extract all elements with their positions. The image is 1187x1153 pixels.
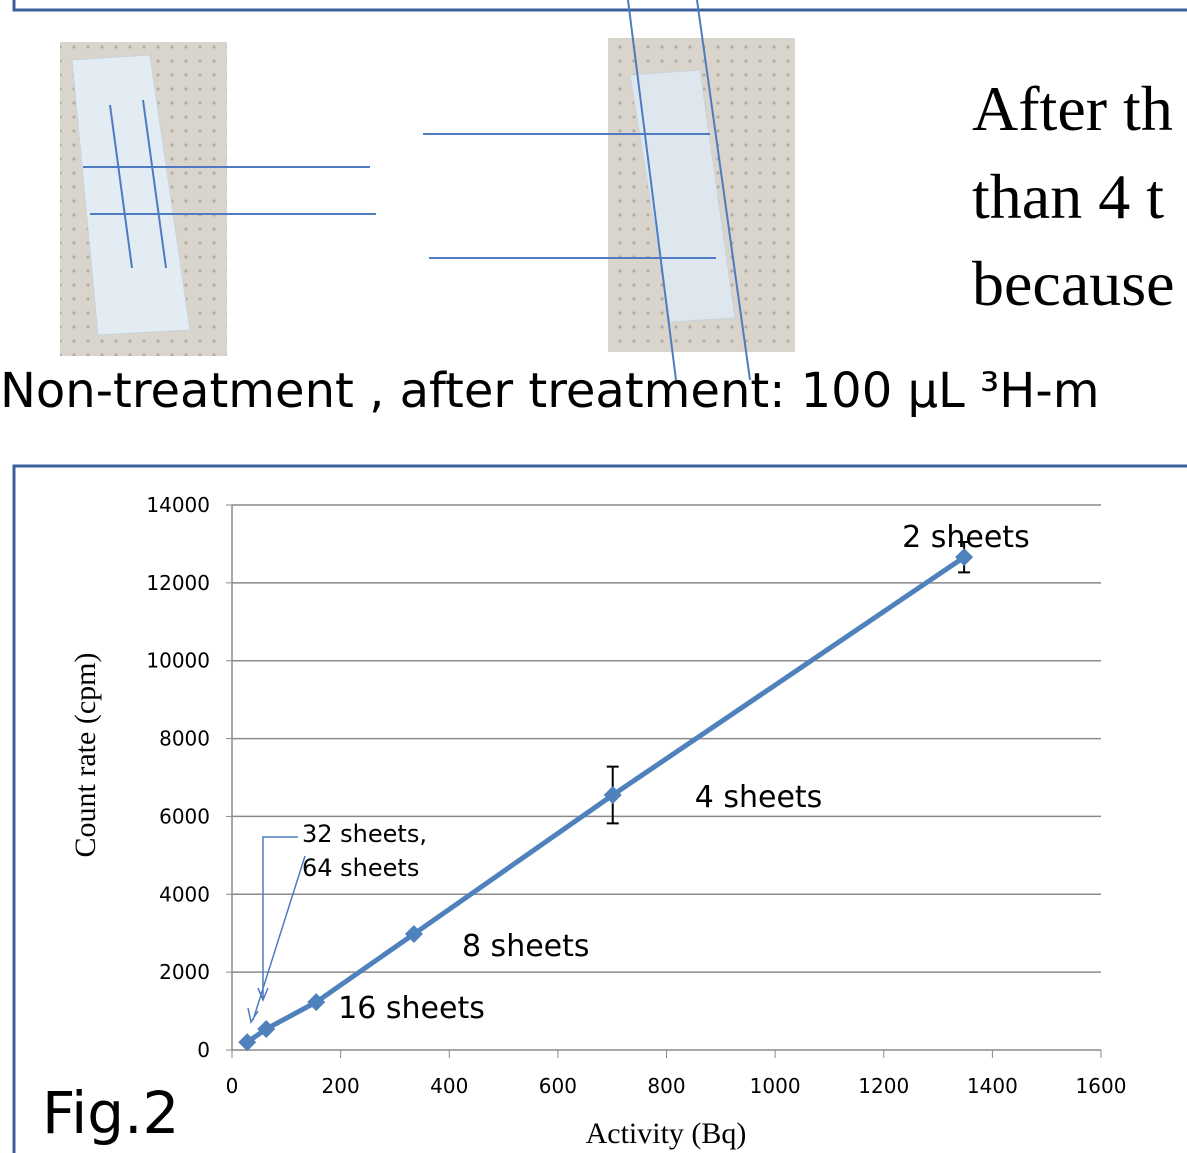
y-axis-title: Count rate (cpm) bbox=[69, 653, 102, 858]
point-label: 2 sheets bbox=[902, 520, 1030, 555]
side-text: because bbox=[972, 248, 1175, 319]
figure-label: Fig.2 bbox=[42, 1079, 179, 1147]
y-tick-label: 12000 bbox=[146, 571, 210, 595]
x-tick-label: 600 bbox=[539, 1074, 577, 1098]
x-tick-label: 400 bbox=[430, 1074, 468, 1098]
point-label: 4 sheets bbox=[695, 780, 823, 815]
x-tick-label: 1200 bbox=[858, 1074, 909, 1098]
pointer-lines bbox=[83, 0, 751, 381]
data-line bbox=[245, 555, 966, 1045]
y-tick-label: 2000 bbox=[159, 960, 210, 984]
annotation: 64 sheets bbox=[302, 854, 419, 882]
x-tick-label: 1600 bbox=[1076, 1074, 1127, 1098]
top-frame bbox=[12, 0, 1187, 12]
point-label: 8 sheets bbox=[462, 929, 590, 964]
marker bbox=[238, 1033, 257, 1052]
x-axis-title: Activity (Bq) bbox=[586, 1117, 747, 1150]
marker bbox=[257, 1019, 276, 1038]
annotation: 32 sheets, bbox=[302, 820, 427, 848]
glass-slide bbox=[71, 54, 191, 336]
side-text: After th bbox=[972, 73, 1173, 144]
x-tick-label: 1400 bbox=[967, 1074, 1018, 1098]
marker bbox=[955, 548, 974, 567]
caption: Non-treatment , after treatment: 100 µL … bbox=[0, 363, 1099, 419]
y-tick-label: 8000 bbox=[159, 727, 210, 751]
y-tick-label: 0 bbox=[197, 1038, 210, 1062]
annotation-arrow bbox=[247, 836, 306, 1024]
y-tick-label: 14000 bbox=[146, 493, 210, 517]
x-tick-label: 200 bbox=[322, 1074, 360, 1098]
y-tick-label: 10000 bbox=[146, 649, 210, 673]
marker bbox=[307, 993, 326, 1012]
marker bbox=[404, 924, 423, 943]
x-tick-label: 1000 bbox=[750, 1074, 801, 1098]
side-text: than 4 t bbox=[972, 161, 1164, 232]
y-tick-label: 6000 bbox=[159, 804, 210, 828]
marker bbox=[603, 786, 622, 805]
x-tick-label: 800 bbox=[647, 1074, 685, 1098]
chart-frame bbox=[12, 464, 1187, 1153]
point-label: 16 sheets bbox=[338, 991, 485, 1026]
x-tick-label: 0 bbox=[226, 1074, 239, 1098]
y-tick-label: 4000 bbox=[159, 882, 210, 906]
